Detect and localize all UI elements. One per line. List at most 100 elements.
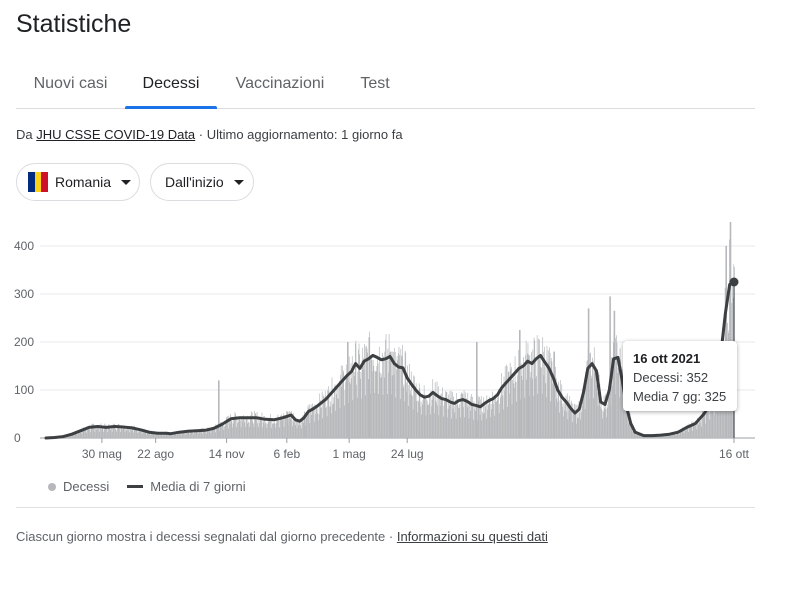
daily-bar: [86, 428, 88, 438]
daily-bar: [420, 406, 421, 438]
daily-bar: [232, 427, 233, 438]
daily-bar: [701, 419, 703, 438]
daily-bar: [261, 420, 262, 438]
daily-bar: [439, 397, 440, 438]
daily-bar: [549, 347, 550, 438]
bar-series: [46, 222, 735, 438]
source-link[interactable]: JHU CSSE COVID-19 Data: [36, 127, 196, 142]
daily-bar: [116, 431, 117, 438]
daily-bar: [150, 434, 152, 438]
daily-bar: [678, 433, 679, 438]
daily-bar: [133, 432, 134, 438]
daily-bar: [378, 346, 380, 438]
daily-bar: [687, 431, 689, 438]
daily-bar: [640, 436, 642, 438]
daily-bar: [714, 389, 716, 438]
daily-bar: [706, 408, 708, 438]
daily-bar: [676, 432, 677, 438]
daily-bar: [310, 404, 312, 438]
daily-bar: [208, 430, 209, 438]
daily-bar: [531, 352, 532, 438]
daily-bar: [195, 430, 197, 438]
daily-bar: [490, 403, 492, 438]
daily-bar: [188, 431, 190, 438]
legend-bars-label: Decessi: [63, 479, 110, 494]
daily-bar: [182, 432, 184, 438]
flag-stripe-blue: [28, 172, 35, 192]
tab-decessi[interactable]: Decessi: [142, 75, 200, 92]
daily-bar: [203, 430, 205, 438]
daily-bar: [541, 393, 543, 438]
daily-bar: [671, 433, 673, 438]
info-link[interactable]: Informazioni su questi dati: [396, 529, 548, 544]
daily-bar: [480, 396, 482, 438]
daily-bar: [234, 411, 236, 438]
daily-bar: [553, 351, 555, 438]
tab-test[interactable]: Test: [360, 75, 390, 92]
daily-bar: [386, 360, 388, 438]
daily-bar: [463, 390, 465, 438]
daily-bar: [233, 419, 235, 438]
daily-bar: [149, 432, 150, 438]
daily-bar: [319, 393, 321, 438]
daily-bar: [77, 434, 79, 438]
daily-bar: [255, 414, 257, 438]
daily-bar: [456, 399, 458, 438]
daily-bar: [396, 369, 397, 438]
country-dropdown[interactable]: Romania: [16, 163, 140, 201]
daily-bar: [662, 436, 663, 438]
daily-bar: [641, 435, 642, 438]
daily-bar: [397, 353, 399, 438]
tab-vaccinazioni[interactable]: Vaccinazioni: [235, 75, 325, 92]
range-dropdown[interactable]: Dall'inizio: [150, 163, 254, 201]
daily-bar: [117, 423, 119, 438]
daily-bar: [636, 435, 638, 438]
daily-bar: [591, 378, 593, 438]
daily-bar: [106, 427, 108, 438]
daily-bar: [499, 397, 501, 438]
daily-bar: [396, 356, 398, 438]
daily-bar: [601, 408, 603, 438]
daily-bar: [115, 429, 117, 438]
daily-bar: [500, 395, 502, 438]
daily-bar: [243, 417, 245, 438]
daily-bar: [147, 431, 149, 438]
daily-bar: [317, 404, 319, 438]
daily-bar: [112, 425, 114, 438]
hover-point: [729, 277, 739, 287]
daily-bar: [684, 427, 685, 438]
daily-bar: [624, 401, 625, 438]
daily-bar: [77, 432, 79, 438]
daily-bar: [729, 239, 730, 438]
daily-bar: [695, 426, 696, 438]
daily-bar: [365, 395, 367, 438]
daily-bar: [575, 404, 577, 438]
daily-bar: [433, 394, 435, 438]
daily-bar: [154, 432, 155, 438]
daily-bar: [165, 433, 166, 438]
daily-bar: [443, 405, 445, 438]
daily-bar: [209, 430, 211, 438]
daily-bar: [182, 433, 184, 438]
deaths-chart[interactable]: 400 300 200 100 0 30 mag 22 ago 14 nov 6 feb 1 ma…: [0, 210, 800, 468]
daily-bar: [425, 395, 426, 438]
daily-bar: [174, 432, 176, 438]
legend-line-label: Media di 7 giorni: [150, 479, 246, 494]
daily-bar: [679, 434, 681, 438]
daily-bar: [604, 408, 606, 438]
tab-nuovi-casi[interactable]: Nuovi casi: [33, 75, 108, 92]
daily-bar: [269, 418, 271, 438]
daily-bar: [709, 419, 711, 438]
daily-bar: [334, 386, 335, 438]
daily-bar: [206, 433, 208, 438]
daily-bar: [238, 417, 240, 438]
daily-bar: [99, 424, 101, 438]
x-tick-label: 6 feb: [273, 447, 300, 461]
daily-bar: [307, 414, 308, 438]
daily-bar: [424, 394, 426, 438]
daily-bar: [98, 426, 99, 438]
daily-bar: [326, 406, 327, 438]
daily-bar: [90, 432, 91, 438]
daily-bar: [710, 406, 712, 438]
daily-bar: [95, 426, 96, 438]
